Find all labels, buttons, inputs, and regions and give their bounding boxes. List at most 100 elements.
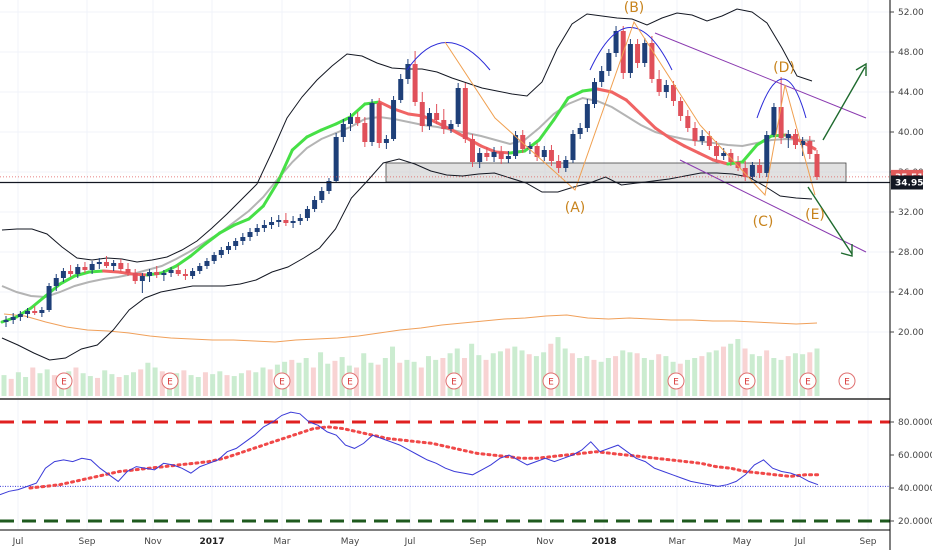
earnings-badge-label: E <box>673 378 679 388</box>
volume-bar <box>109 374 115 396</box>
earnings-badge-label: E <box>805 378 811 388</box>
down-arrow-head <box>840 244 853 257</box>
volume-bar <box>634 353 640 396</box>
candle-body <box>111 263 117 266</box>
osc-tick-label: 60.0000 <box>898 451 932 461</box>
candle-body <box>448 124 454 129</box>
candle-body <box>225 246 231 250</box>
candle-body <box>570 134 576 160</box>
volume-bar <box>23 377 29 396</box>
volume-bar <box>591 359 597 396</box>
time-tick-label: Mar <box>669 537 686 547</box>
volume-bar <box>627 352 633 396</box>
volume-bar <box>656 354 662 396</box>
volume-bar <box>390 346 396 396</box>
volume-bar <box>1 375 7 396</box>
volume-bar <box>368 362 374 396</box>
candle-body <box>82 267 88 270</box>
candle-body <box>635 44 641 63</box>
price-tick-label: 28.00 <box>898 248 924 258</box>
price-tick-label: 40.00 <box>898 128 924 138</box>
fast-average-segment <box>740 143 759 164</box>
volume-bar <box>771 358 777 396</box>
price-tick-label: 44.00 <box>898 88 924 98</box>
volume-bar <box>224 375 230 396</box>
volume-bar <box>605 358 611 396</box>
channel-upper-line <box>654 32 867 119</box>
candle-body <box>735 162 741 168</box>
osc-tick-label: 40.0000 <box>898 484 932 494</box>
volume-bar <box>325 363 331 396</box>
candle-body <box>498 152 504 159</box>
volume-bar <box>145 362 151 396</box>
candle-body <box>800 141 806 145</box>
volume-bar <box>814 348 820 396</box>
volume-bars <box>1 337 820 396</box>
lower-band-line <box>1 158 813 361</box>
fast-average-segment <box>203 231 222 246</box>
candle-body <box>477 153 483 162</box>
volume-bar <box>699 356 705 396</box>
channel-lower-line <box>679 159 867 253</box>
fast-average-segment <box>624 98 643 116</box>
fast-average-segment <box>319 122 338 132</box>
time-axis[interactable]: Jul Sep Nov 2017 Mar May Jul Sep Nov 2018 Mar May Ju… <box>12 537 877 547</box>
earnings-badge <box>55 372 73 390</box>
volume-bar <box>202 372 208 396</box>
volume-bar <box>548 343 554 396</box>
volume-bar <box>37 373 43 396</box>
candle-body <box>326 181 332 191</box>
earnings-badge <box>445 372 463 390</box>
price-axis[interactable]: 52.0048.0044.0040.0036.0032.0028.0024.00… <box>890 8 932 527</box>
candle-body <box>663 85 669 92</box>
volume-bar <box>454 348 460 396</box>
volume-bar <box>533 356 539 396</box>
volume-bar <box>692 358 698 396</box>
volume-bar <box>123 375 129 396</box>
candle-body <box>132 273 138 281</box>
osc-tick-label: 80.0000 <box>898 418 932 428</box>
volume-bar <box>397 362 403 396</box>
candle-body <box>685 116 691 128</box>
oscillator-pane <box>0 411 890 523</box>
price-tick-label: 48.00 <box>898 48 924 58</box>
candle-body <box>792 134 798 145</box>
candle-body <box>190 271 196 276</box>
fast-average-segment <box>102 269 120 274</box>
volume-bar <box>519 350 525 396</box>
volume-bar <box>425 356 431 396</box>
candle-body <box>455 88 461 124</box>
candle-body <box>312 200 318 209</box>
volume-bar <box>792 353 798 396</box>
candle-body <box>204 261 210 266</box>
earnings-badge-label: E <box>61 378 67 388</box>
candle-body <box>584 104 590 128</box>
volume-bar <box>267 369 273 396</box>
volume-bar <box>490 353 496 396</box>
time-tick-label: Sep <box>860 537 877 547</box>
volume-bar <box>80 373 86 396</box>
volume-bar <box>375 364 381 396</box>
price-tick-label: 32.00 <box>898 208 924 218</box>
volume-bar <box>116 377 122 396</box>
volume-average-line <box>3 313 818 343</box>
volume-bar <box>433 359 439 396</box>
volume-bar <box>706 352 712 396</box>
fast-average-segment <box>682 144 701 155</box>
volume-bar <box>246 370 252 396</box>
candle-body <box>807 141 813 154</box>
candle-body <box>599 71 605 82</box>
candle-body <box>283 220 289 223</box>
price-tag <box>891 175 923 190</box>
wave-label: (E) <box>805 207 825 223</box>
volume-bar <box>296 362 302 396</box>
candle-body <box>692 128 698 141</box>
candle-body <box>10 317 16 320</box>
candle-body <box>426 113 432 126</box>
candle-body <box>96 262 102 264</box>
slow-average-line <box>1 96 816 299</box>
candle-body <box>491 152 497 157</box>
volume-bar <box>188 375 194 396</box>
fast-average-segment <box>537 118 556 142</box>
earnings-badge <box>161 372 179 390</box>
